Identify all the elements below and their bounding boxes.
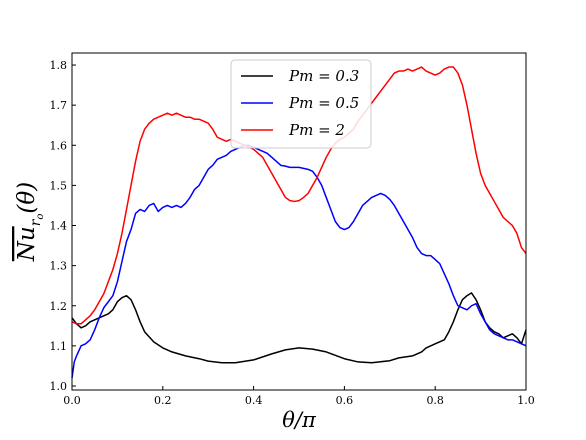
x-tick-label: 0.0	[63, 394, 81, 407]
y-axis-label: Nuro(θ)	[14, 182, 46, 262]
x-axis-title: θ/π	[282, 408, 317, 432]
axis-ticks: 0.0 0.2 0.4 0.6 0.8 1.0 1.0 1.1 1.2 1.3 1.4 1.5 1.6 1…	[50, 59, 535, 407]
legend-box	[230, 59, 372, 149]
plot-frame	[71, 52, 527, 391]
x-tick-label: 0.8	[426, 394, 444, 407]
y-tick-label: 1.3	[50, 260, 68, 273]
x-tick-label: 0.6	[336, 394, 354, 407]
y-tick-label: 1.8	[50, 59, 68, 72]
legend-entry: Pm = 0.3	[288, 67, 359, 85]
legend-entry: Pm = 2	[288, 121, 345, 139]
plot-lines	[71, 66, 527, 379]
y-tick-label: 1.0	[50, 380, 68, 393]
x-tick-label: 0.2	[154, 394, 172, 407]
y-tick-label: 1.1	[50, 340, 68, 353]
series-line-3	[71, 66, 527, 325]
legend: Pm = 0.3 Pm = 0.5 Pm = 2	[230, 59, 372, 149]
series-line-2	[71, 144, 527, 379]
x-axis-label: θ/π	[282, 408, 317, 432]
y-axis-title: Nuro(θ)	[14, 182, 46, 262]
series-line-1	[71, 292, 527, 364]
x-tick-label: 0.4	[245, 394, 263, 407]
svg-text:Nuro(θ): Nuro(θ)	[14, 182, 46, 262]
y-tick-label: 1.6	[50, 139, 68, 152]
y-tick-label: 1.4	[50, 220, 68, 233]
x-tick-label: 1.0	[517, 394, 535, 407]
y-tick-label: 1.5	[50, 179, 68, 192]
y-tick-label: 1.2	[50, 300, 68, 313]
y-tick-label: 1.7	[50, 99, 68, 112]
legend-entry: Pm = 0.5	[288, 94, 359, 112]
